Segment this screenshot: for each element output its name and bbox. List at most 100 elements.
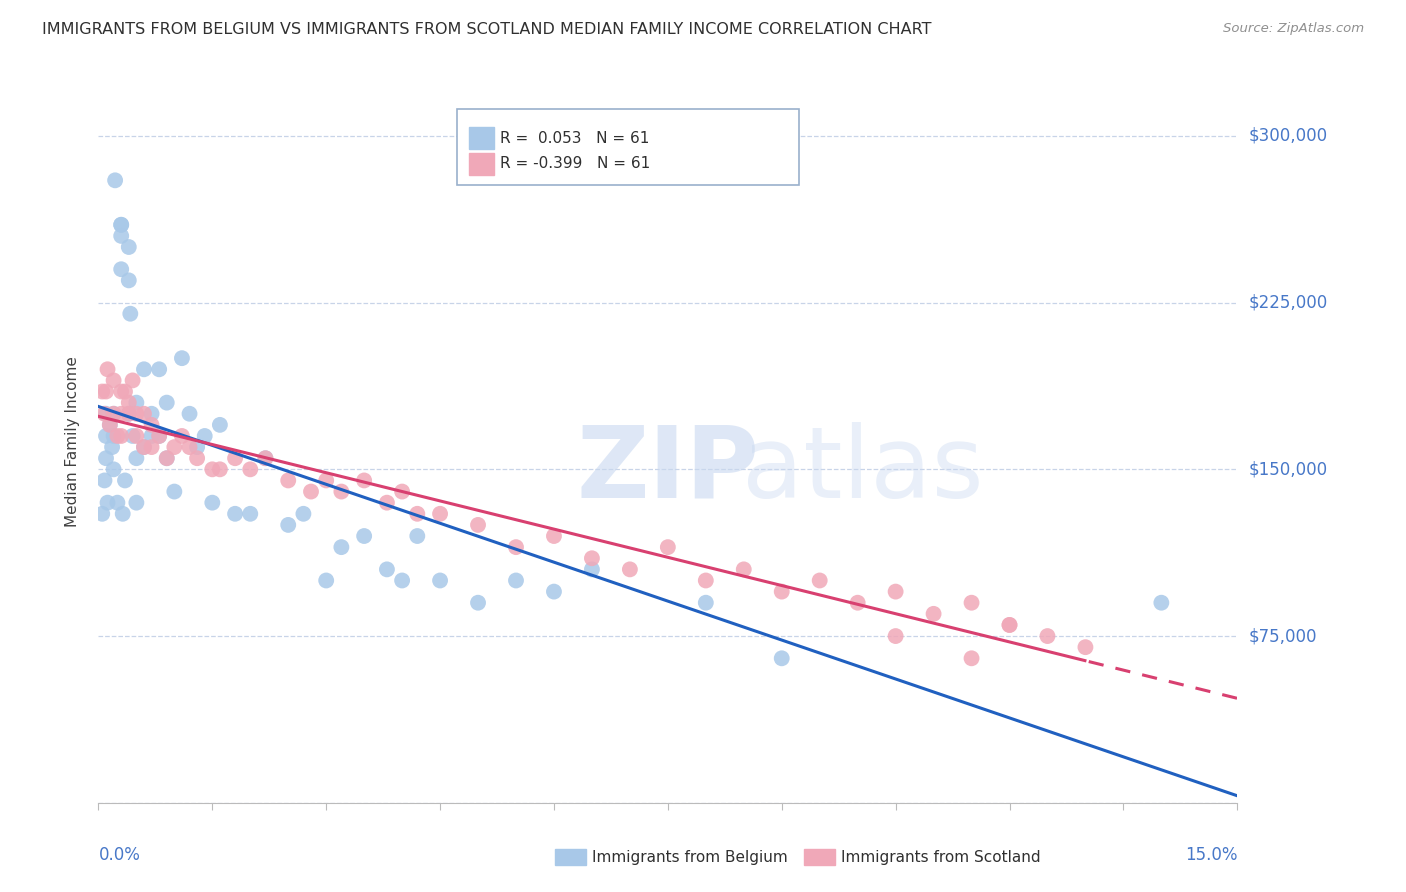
Point xyxy=(148,429,170,443)
Point xyxy=(998,618,1021,632)
Point xyxy=(114,384,136,399)
Point xyxy=(581,551,603,566)
Point xyxy=(353,474,375,488)
Point xyxy=(224,507,246,521)
Point xyxy=(808,574,831,588)
Point xyxy=(391,574,413,588)
Text: Immigrants from Scotland: Immigrants from Scotland xyxy=(841,850,1040,864)
Point xyxy=(695,596,717,610)
Point xyxy=(960,651,983,665)
Point xyxy=(429,507,451,521)
Point xyxy=(770,651,793,665)
Point xyxy=(107,496,129,510)
Point xyxy=(98,417,121,432)
Point xyxy=(292,507,315,521)
Point xyxy=(110,262,132,277)
Point xyxy=(846,596,869,610)
Point xyxy=(330,484,353,499)
Point xyxy=(103,429,125,443)
Point xyxy=(406,529,429,543)
Point xyxy=(505,574,527,588)
Point xyxy=(125,429,148,443)
Point xyxy=(429,574,451,588)
Point xyxy=(406,507,429,521)
Point xyxy=(543,529,565,543)
FancyBboxPatch shape xyxy=(457,109,799,185)
Point xyxy=(107,429,129,443)
Point xyxy=(132,440,155,454)
Point xyxy=(467,596,489,610)
Point xyxy=(277,517,299,532)
Point xyxy=(132,407,155,421)
Point xyxy=(110,228,132,243)
Point xyxy=(733,562,755,576)
Point xyxy=(121,373,143,387)
Point xyxy=(1074,640,1097,655)
Point xyxy=(103,462,125,476)
Point xyxy=(110,429,132,443)
Point xyxy=(148,429,170,443)
Point xyxy=(91,384,114,399)
Point xyxy=(110,218,132,232)
Point xyxy=(94,384,117,399)
Point xyxy=(239,507,262,521)
Point xyxy=(254,451,277,466)
Point xyxy=(330,540,353,554)
Point xyxy=(163,440,186,454)
Bar xyxy=(468,153,494,175)
Point xyxy=(98,417,121,432)
Point xyxy=(114,474,136,488)
Text: 15.0%: 15.0% xyxy=(1185,847,1237,864)
Point xyxy=(208,462,231,476)
Point xyxy=(94,429,117,443)
Y-axis label: Median Family Income: Median Family Income xyxy=(65,356,80,527)
Point xyxy=(543,584,565,599)
Point xyxy=(93,407,115,421)
Text: ZIP: ZIP xyxy=(576,422,759,519)
Text: IMMIGRANTS FROM BELGIUM VS IMMIGRANTS FROM SCOTLAND MEDIAN FAMILY INCOME CORRELA: IMMIGRANTS FROM BELGIUM VS IMMIGRANTS FR… xyxy=(42,22,932,37)
Point xyxy=(94,407,117,421)
Point xyxy=(186,440,208,454)
Point xyxy=(118,407,141,421)
Point xyxy=(208,417,231,432)
Point xyxy=(121,429,143,443)
Point xyxy=(156,395,179,409)
Point xyxy=(884,629,907,643)
Point xyxy=(239,462,262,476)
Point xyxy=(120,307,142,321)
Point xyxy=(93,474,115,488)
Point xyxy=(94,451,117,466)
Text: $300,000: $300,000 xyxy=(1249,127,1327,145)
Point xyxy=(125,395,148,409)
Point xyxy=(224,451,246,466)
Point xyxy=(96,496,118,510)
Point xyxy=(315,474,337,488)
Point xyxy=(186,451,208,466)
Point xyxy=(299,484,322,499)
Point xyxy=(254,451,277,466)
Point xyxy=(1036,629,1059,643)
Point xyxy=(156,451,179,466)
Text: $150,000: $150,000 xyxy=(1249,460,1327,478)
Point xyxy=(141,429,163,443)
Point xyxy=(201,496,224,510)
Point xyxy=(111,507,134,521)
Point xyxy=(103,373,125,387)
Point xyxy=(619,562,641,576)
Point xyxy=(375,496,398,510)
Point xyxy=(1150,596,1173,610)
Point xyxy=(505,540,527,554)
Point xyxy=(118,407,141,421)
Point xyxy=(118,395,141,409)
Point xyxy=(141,407,163,421)
Point xyxy=(125,451,148,466)
Point xyxy=(375,562,398,576)
Point xyxy=(179,440,201,454)
Text: R = -0.399   N = 61: R = -0.399 N = 61 xyxy=(501,156,651,171)
Point xyxy=(277,474,299,488)
Text: $75,000: $75,000 xyxy=(1249,627,1317,645)
Text: atlas: atlas xyxy=(742,422,984,519)
Text: 0.0%: 0.0% xyxy=(98,847,141,864)
Point xyxy=(657,540,679,554)
Point xyxy=(125,407,148,421)
